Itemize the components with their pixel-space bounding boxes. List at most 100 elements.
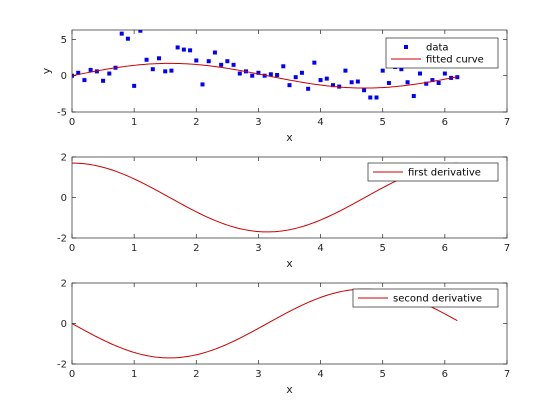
x-tick-label: 4: [317, 117, 323, 128]
data-point: [194, 58, 199, 63]
data-point: [318, 78, 323, 83]
x-tick-label: 3: [255, 117, 261, 128]
data-point: [374, 95, 379, 100]
y-tick-label: 2: [61, 153, 67, 164]
x-tick-label: 2: [193, 369, 199, 380]
data-point: [386, 80, 391, 85]
data-point: [405, 80, 410, 85]
x-tick-label: 6: [442, 117, 448, 128]
data-point: [212, 50, 217, 55]
data-point: [150, 67, 155, 72]
data-point: [312, 60, 317, 65]
data-point: [306, 86, 311, 91]
data-point: [125, 36, 130, 41]
data-point: [418, 71, 422, 76]
data-point: [355, 79, 360, 84]
data-point: [293, 75, 298, 80]
data-point: [362, 88, 367, 93]
x-tick-label: 2: [193, 243, 199, 254]
legend-label: first derivative: [408, 168, 481, 179]
x-tick-label: 7: [504, 117, 510, 128]
x-tick-label: 6: [442, 369, 448, 380]
data-point: [132, 83, 137, 88]
y-tick-label: 0: [61, 193, 67, 204]
data-point: [256, 70, 261, 75]
data-point: [380, 68, 385, 73]
data-point: [231, 62, 236, 67]
y-tick-label: 2: [61, 279, 67, 290]
data-point: [225, 59, 230, 64]
y-axis-label: y: [40, 67, 53, 74]
x-tick-label: 1: [131, 369, 137, 380]
data-point: [275, 72, 280, 77]
data-point: [200, 82, 205, 87]
data-point: [163, 69, 168, 74]
x-tick-label: 1: [131, 243, 137, 254]
x-tick-label: 7: [504, 369, 510, 380]
data-point: [175, 45, 180, 50]
data-point: [349, 80, 354, 85]
x-tick-label: 4: [317, 369, 323, 380]
series-line-fitted-curve: [72, 62, 458, 89]
data-point: [436, 80, 441, 85]
x-tick-label: 5: [380, 117, 386, 128]
x-tick-label: 7: [504, 243, 510, 254]
data-point: [287, 83, 292, 88]
y-tick-label: 5: [61, 35, 67, 46]
data-point: [181, 47, 186, 52]
x-tick-label: 5: [380, 243, 386, 254]
x-tick-label: 2: [193, 117, 199, 128]
y-tick-label: -2: [57, 234, 67, 245]
x-tick-label: 0: [69, 369, 75, 380]
data-point: [368, 95, 373, 100]
data-point: [101, 78, 106, 83]
y-tick-label: 0: [61, 71, 67, 82]
data-point: [82, 78, 87, 83]
data-point: [237, 71, 242, 76]
data-layer: [72, 162, 458, 233]
axes-frame: [71, 29, 508, 113]
x-tick-label: 3: [255, 369, 261, 380]
data-point: [324, 76, 329, 81]
legend: second derivative: [352, 288, 499, 308]
x-tick-label: 1: [131, 117, 137, 128]
data-point: [107, 71, 112, 76]
x-tick-label: 4: [317, 243, 323, 254]
data-point: [411, 94, 416, 99]
data-point: [188, 48, 193, 53]
legend-box: [367, 162, 499, 182]
legend-label: fitted curve: [426, 55, 484, 66]
legend-label: second derivative: [393, 294, 482, 305]
legend: first derivative: [367, 162, 499, 182]
x-tick-label: 5: [380, 369, 386, 380]
x-tick-label: 0: [69, 243, 75, 254]
data-layer: [72, 30, 460, 100]
data-point: [76, 70, 81, 75]
data-point: [250, 73, 255, 78]
data-point: [268, 72, 273, 77]
data-point: [299, 70, 304, 75]
x-axis-label: x: [286, 131, 293, 144]
legend-marker: [404, 45, 408, 49]
x-axis-label: x: [286, 383, 293, 396]
data-point: [119, 31, 124, 36]
data-point: [281, 64, 286, 69]
data-point: [262, 73, 267, 78]
data-point: [206, 59, 211, 64]
data-point: [138, 30, 143, 33]
data-point: [430, 78, 435, 83]
data-point: [442, 71, 447, 76]
data-point: [144, 57, 149, 62]
data-point: [424, 81, 429, 86]
y-tick-label: -2: [57, 360, 67, 371]
legend-label: data: [426, 43, 449, 54]
y-tick-label: -5: [57, 108, 67, 119]
data-point: [169, 68, 174, 73]
data-point: [157, 56, 161, 61]
legend-box: [385, 37, 499, 69]
